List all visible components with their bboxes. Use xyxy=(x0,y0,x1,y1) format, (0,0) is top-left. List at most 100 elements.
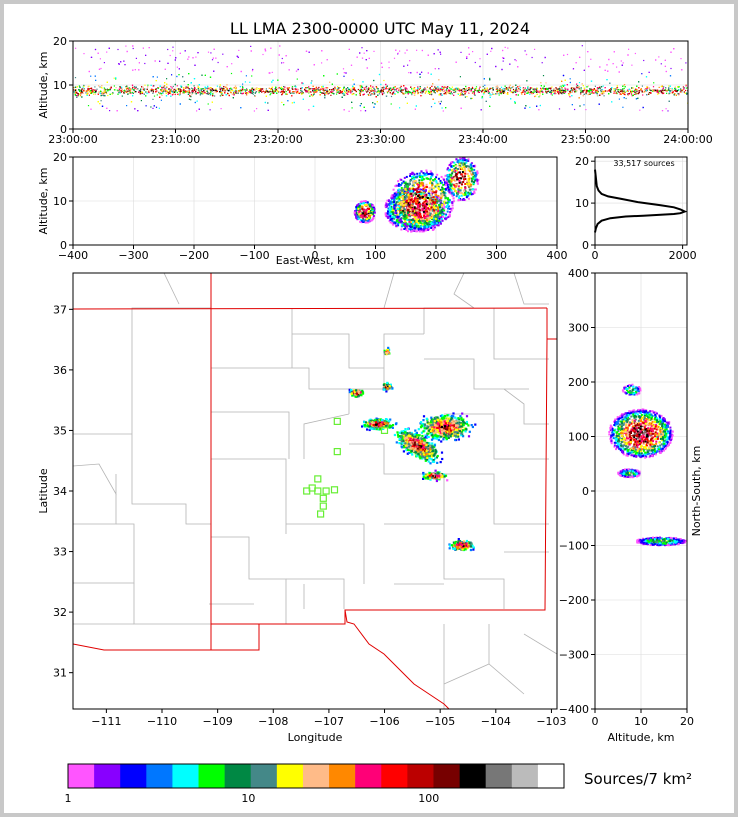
time-altitude-source xyxy=(638,81,640,83)
time-altitude-source xyxy=(527,91,529,93)
time-altitude-source xyxy=(79,89,81,91)
time-altitude-source xyxy=(278,54,280,56)
time-altitude-source xyxy=(291,92,293,94)
time-altitude-source xyxy=(188,98,190,100)
time-altitude-source xyxy=(176,66,178,68)
time-altitude-source xyxy=(101,93,104,95)
time-altitude-source xyxy=(422,91,424,93)
time-altitude-source xyxy=(199,91,201,94)
time-altitude-source xyxy=(249,91,251,93)
time-altitude-source xyxy=(587,51,589,53)
time-altitude-source xyxy=(441,94,443,96)
time-altitude-source xyxy=(114,89,116,91)
time-altitude-source xyxy=(376,86,378,89)
time-altitude-source xyxy=(402,92,404,94)
time-altitude-source xyxy=(585,92,587,94)
time-altitude-source xyxy=(270,92,272,95)
time-altitude-source xyxy=(132,45,134,47)
time-altitude-source xyxy=(100,67,102,70)
time-altitude-source xyxy=(174,91,176,93)
time-altitude-source xyxy=(208,88,210,90)
time-altitude-source xyxy=(556,89,558,91)
time-altitude-source xyxy=(83,53,85,55)
time-altitude-source xyxy=(94,75,96,77)
time-altitude-source xyxy=(590,80,593,82)
time-altitude-source xyxy=(281,101,283,103)
time-altitude-source xyxy=(120,89,122,92)
time-altitude-source xyxy=(594,89,596,91)
time-altitude-source xyxy=(362,81,364,83)
time-altitude-source xyxy=(277,90,279,92)
time-altitude-source xyxy=(134,91,136,93)
time-altitude-source xyxy=(593,92,595,94)
time-altitude-source xyxy=(337,88,339,90)
time-altitude-source xyxy=(207,93,209,95)
time-altitude-source xyxy=(188,90,190,92)
time-altitude-source xyxy=(569,78,571,80)
time-altitude-source xyxy=(571,91,573,93)
time-altitude-source xyxy=(166,83,168,85)
time-altitude-source xyxy=(465,89,467,91)
time-altitude-source xyxy=(386,88,388,90)
time-altitude-source xyxy=(652,90,654,92)
time-altitude-source xyxy=(274,88,276,90)
time-altitude-source xyxy=(504,88,506,90)
time-altitude-source xyxy=(595,92,597,94)
time-altitude-source xyxy=(183,87,185,89)
time-altitude-source xyxy=(165,91,167,93)
time-altitude-source xyxy=(516,90,519,92)
time-altitude-source xyxy=(551,90,553,92)
time-altitude-source xyxy=(153,105,155,107)
time-altitude-source xyxy=(417,86,419,88)
time-altitude-source xyxy=(624,91,626,93)
time-altitude-source xyxy=(502,60,504,62)
time-altitude-source xyxy=(278,91,280,93)
time-altitude-source xyxy=(563,54,565,56)
time-altitude-source xyxy=(446,90,448,92)
time-altitude-source xyxy=(403,93,405,95)
time-altitude-source xyxy=(212,57,214,59)
time-altitude-source xyxy=(436,90,439,92)
time-altitude-source xyxy=(509,88,512,90)
time-altitude-source xyxy=(253,110,255,112)
time-altitude-source xyxy=(237,91,240,93)
time-altitude-source xyxy=(179,91,181,93)
time-altitude-source xyxy=(559,90,561,92)
time-altitude-source xyxy=(455,87,458,89)
time-altitude-source xyxy=(141,93,143,95)
time-altitude-source xyxy=(392,87,395,89)
time-altitude-source xyxy=(236,92,238,94)
time-altitude-source xyxy=(203,89,205,92)
time-altitude-source xyxy=(337,91,339,93)
time-altitude-source xyxy=(604,90,606,92)
time-altitude-source xyxy=(602,90,604,92)
time-altitude-source xyxy=(599,66,601,68)
time-altitude-source xyxy=(194,90,197,92)
time-altitude-source xyxy=(221,87,223,89)
time-altitude-source xyxy=(685,89,687,92)
time-altitude-source xyxy=(427,92,429,94)
time-altitude-source xyxy=(85,92,87,94)
time-altitude-source xyxy=(155,91,157,93)
time-altitude-source xyxy=(79,95,82,97)
time-altitude-source xyxy=(326,89,328,91)
time-altitude-source xyxy=(405,96,407,98)
time-altitude-source xyxy=(254,87,256,89)
time-altitude-source xyxy=(388,88,390,91)
time-altitude-source xyxy=(659,92,661,94)
time-altitude-source xyxy=(499,88,501,90)
time-altitude-source xyxy=(98,68,101,70)
time-altitude-source xyxy=(635,98,638,100)
time-altitude-source xyxy=(672,91,674,93)
time-altitude-source xyxy=(519,87,521,89)
time-altitude-source xyxy=(271,71,273,73)
time-altitude-source xyxy=(678,86,680,88)
time-altitude-source xyxy=(634,89,636,91)
time-altitude-source xyxy=(115,87,117,89)
time-altitude-source xyxy=(296,91,298,93)
time-altitude-source xyxy=(489,79,491,81)
time-altitude-source xyxy=(409,60,411,62)
time-altitude-source xyxy=(531,92,533,94)
time-altitude-source xyxy=(336,93,338,95)
time-altitude-source xyxy=(144,88,146,90)
